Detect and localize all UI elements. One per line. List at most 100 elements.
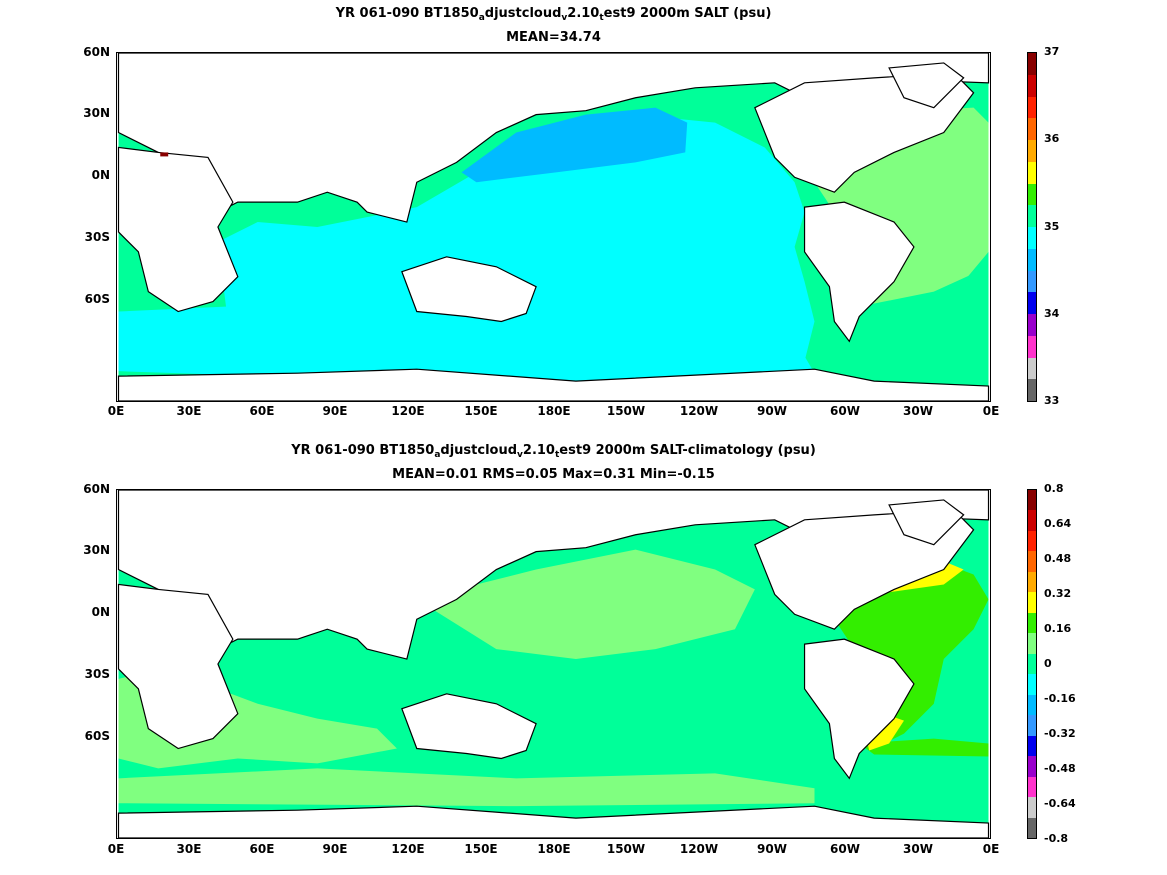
panel1-subtitle: MEAN=34.74 [506, 30, 601, 45]
panel1-land [117, 53, 990, 401]
panel2-xtick: 120W [679, 842, 719, 856]
colorbar-segment [1028, 161, 1036, 184]
panel2-colorbar-label: -0.8 [1044, 832, 1069, 845]
panel2-ytick-30n: 30N [83, 543, 110, 557]
panel1-greenland-land [888, 62, 965, 109]
colorbar-segment [1028, 776, 1036, 798]
panel1-north-pacific-low-salinity [461, 107, 688, 183]
colorbar-segment [1028, 756, 1036, 777]
colorbar-segment [1028, 530, 1036, 552]
colorbar-segment [1028, 314, 1036, 336]
colorbar-segment [1028, 735, 1036, 757]
panel2-xtick: 0E [107, 842, 125, 856]
panel2-ytick-60s: 60S [84, 729, 110, 743]
panel1-ytick-0n: 0N [91, 168, 110, 182]
colorbar-segment [1028, 694, 1036, 716]
panel2-colorbar-label: -0.16 [1044, 692, 1076, 705]
colorbar-segment [1028, 140, 1036, 162]
panel2-south-america-land [803, 638, 915, 780]
panel1-xtick: 90E [322, 404, 348, 418]
panel1-atlantic-south [859, 266, 989, 352]
panel2-xtick: 30E [176, 842, 202, 856]
panel2-colorbar-label: 0.32 [1044, 587, 1072, 600]
colorbar-segment [1028, 653, 1036, 675]
panel2-australia-land [401, 693, 537, 760]
colorbar-segment [1028, 248, 1036, 271]
panel1-xtick: 120W [679, 404, 719, 418]
colorbar-segment [1028, 797, 1036, 818]
colorbar-segment [1028, 510, 1036, 531]
panel2-ytick-30s: 30S [84, 667, 110, 681]
panel1-xtick: 30E [176, 404, 202, 418]
panel1-ytick-60n: 60N [83, 45, 110, 59]
panel1-xtick: 0E [107, 404, 125, 418]
panel1-colorbar-label: 37 [1044, 45, 1060, 58]
panel1-xtick: 60W [830, 404, 860, 418]
panel2-greenland-land [888, 499, 965, 546]
panel2-ytick-60n: 60N [83, 482, 110, 496]
panel1-xtick: 180E [537, 404, 571, 418]
colorbar-segment [1028, 270, 1036, 293]
colorbar-segment [1028, 74, 1036, 97]
panel2-xtick: 150W [606, 842, 646, 856]
colorbar-segment [1028, 96, 1036, 119]
panel1-colorbar [1027, 52, 1037, 402]
colorbar-segment [1028, 490, 1036, 511]
panel1-xtick: 0E [982, 404, 1000, 418]
colorbar-segment [1028, 335, 1036, 358]
colorbar-segment [1028, 379, 1036, 401]
panel2-subtitle: MEAN=0.01 RMS=0.05 Max=0.31 Min=-0.15 [392, 467, 715, 482]
panel1-xtick: 30W [903, 404, 933, 418]
colorbar-segment [1028, 183, 1036, 206]
panel1-south-ocean-band [118, 301, 815, 382]
colorbar-segment [1028, 357, 1036, 380]
panel1-antarctica-land [117, 368, 990, 401]
panel2-atlantic-south-green [859, 738, 989, 757]
panel1-map-svg [117, 53, 990, 401]
panel2-map-svg [117, 490, 990, 838]
panel2-colorbar-label: 0.48 [1044, 552, 1072, 565]
panel2-land [117, 490, 990, 838]
panel2-xtick: 30W [903, 842, 933, 856]
panel1-ytick-30n: 30N [83, 106, 110, 120]
panel2-xtick: 180E [537, 842, 571, 856]
panel2-xtick: 120E [391, 842, 425, 856]
colorbar-segment [1028, 227, 1036, 249]
panel1-map [116, 52, 991, 402]
colorbar-segment [1028, 592, 1036, 613]
panel2-xtick: 60E [249, 842, 275, 856]
panel2-colorbar-label: 0.64 [1044, 517, 1072, 530]
panel2-colorbar-label: -0.64 [1044, 797, 1076, 810]
panel2-positive-anomaly-south [118, 768, 815, 807]
colorbar-segment [1028, 633, 1036, 654]
panel1-xtick: 90W [757, 404, 787, 418]
colorbar-segment [1028, 53, 1036, 75]
panel1-south-america-land [803, 201, 915, 343]
panel1-xtick: 60E [249, 404, 275, 418]
panel2-ytick-0n: 0N [91, 605, 110, 619]
colorbar-segment [1028, 292, 1036, 314]
panel2-antarctica-land [117, 805, 990, 838]
panel1-colorbar-label: 34 [1044, 307, 1060, 320]
panel2-colorbar-label: 0.8 [1044, 482, 1064, 495]
panel2-positive-anomaly-pacific [416, 549, 755, 660]
panel1-ytick-30s: 30S [84, 230, 110, 244]
colorbar-segment [1028, 674, 1036, 695]
panel2-title: YR 061-090 BT1850adjustcloudv2.10test9 2… [291, 443, 816, 460]
colorbar-segment [1028, 612, 1036, 634]
panel2-xtick: 150E [464, 842, 498, 856]
panel1-title: YR 061-090 BT1850adjustcloudv2.10test9 2… [335, 6, 772, 23]
panel2-colorbar [1027, 489, 1037, 839]
panel2-colorbar-label: 0.16 [1044, 622, 1072, 635]
panel1-colorbar-label: 36 [1044, 132, 1060, 145]
panel2-africa-land [117, 583, 239, 750]
panel1-ytick-60s: 60S [84, 292, 110, 306]
panel1-xtick: 150W [606, 404, 646, 418]
colorbar-segment [1028, 118, 1036, 140]
panel2-colorbar-label: -0.32 [1044, 727, 1076, 740]
panel2-xtick: 0E [982, 842, 1000, 856]
panel2-colorbar-label: 0 [1044, 657, 1052, 670]
panel1-xtick: 120E [391, 404, 425, 418]
colorbar-segment [1028, 205, 1036, 227]
panel2-xtick: 90E [322, 842, 348, 856]
